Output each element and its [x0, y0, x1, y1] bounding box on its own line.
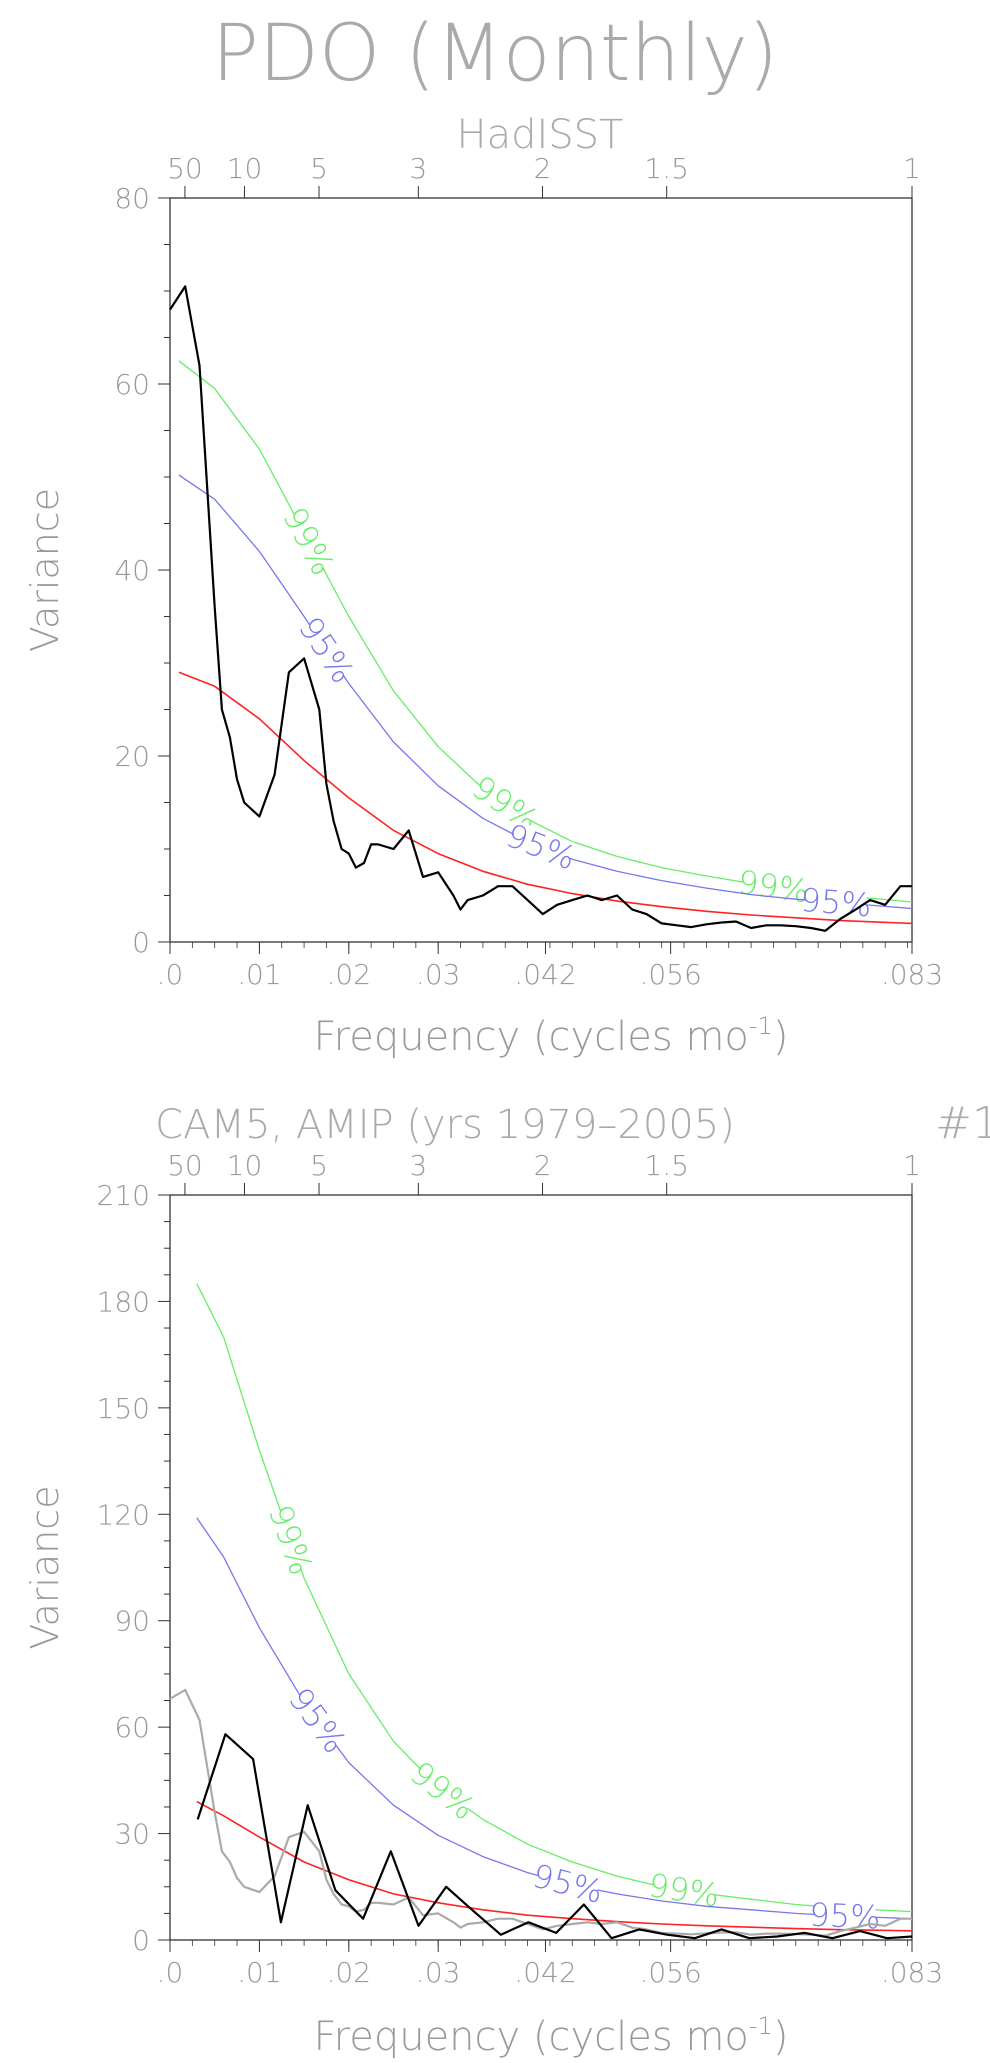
- period-tick-label: 10: [227, 1149, 263, 1182]
- y-tick-label: 0: [132, 1924, 150, 1957]
- hadisst-chart-panel: HadISST 0 20 40 60 80 .0 .01 .02 .03 .042 .056 .083 5…: [23, 112, 943, 1060]
- obs-ref-series-line: [169, 1688, 912, 1937]
- x-axis-label: Frequency (cycles mo-1): [314, 1012, 789, 1060]
- period-tick-label: 1.5: [644, 152, 689, 185]
- red-noise-series-line: [178, 671, 913, 925]
- y-tick-label: 20: [114, 740, 150, 773]
- red-noise-series-line: [196, 1800, 913, 1932]
- y-axis-label: Variance: [23, 1485, 67, 1649]
- significance-label-gap: [471, 773, 540, 835]
- x-tick-label: .03: [416, 1956, 461, 1989]
- y-tick-label: 60: [114, 1711, 150, 1744]
- y-tick-label: 0: [132, 926, 150, 959]
- x-axis-label: Frequency (cycles mo-1): [314, 2012, 789, 2060]
- x-tick-label: .056: [639, 1956, 701, 1989]
- x-tick-label: .01: [237, 1956, 282, 1989]
- period-tick-label: 2: [534, 152, 552, 185]
- x-tick-label: .0: [157, 958, 184, 991]
- y-tick-label: 120: [97, 1498, 150, 1531]
- significance-label-gap: [409, 1759, 477, 1822]
- x-tick-label: .02: [327, 958, 372, 991]
- y-tick-label: 150: [97, 1392, 150, 1425]
- y-tick-label: 80: [114, 182, 150, 215]
- x-axis-label-close: ): [773, 2014, 789, 2060]
- period-tick-label: 3: [409, 1149, 427, 1182]
- chart-title: HadISST: [457, 112, 624, 158]
- chart-title: CAM5, AMIP (yrs 1979–2005): [155, 1102, 735, 1148]
- x-tick-label: .01: [237, 958, 282, 991]
- x-tick-label: .083: [881, 1956, 943, 1989]
- y-tick-label: 180: [97, 1285, 150, 1318]
- x-tick-label: .02: [327, 1956, 372, 1989]
- significance-label-gap: [280, 507, 337, 576]
- y-tick-label: 90: [114, 1605, 150, 1638]
- significance-label-gap: [507, 820, 575, 873]
- y-tick-label: 60: [114, 368, 150, 401]
- significance-label-gap: [286, 1686, 349, 1755]
- x-tick-label: .0: [157, 1956, 184, 1989]
- y-tick-label: 210: [97, 1179, 150, 1212]
- x-tick-label: .056: [639, 958, 701, 991]
- obs-series-line: [169, 285, 912, 932]
- sig95-curve-label: 95%: [529, 1856, 607, 1911]
- x-tick-label: .042: [514, 1956, 576, 1989]
- period-tick-label: 3: [409, 152, 427, 185]
- y-tick-label: 30: [114, 1818, 150, 1851]
- cam5-chart-panel: CAM5, AMIP (yrs 1979–2005) #1030609012015…: [23, 1098, 990, 2060]
- x-axis-label-exponent: -1: [749, 1012, 773, 1040]
- period-tick-label: 5: [310, 152, 328, 185]
- y-axis-label: Variance: [23, 488, 67, 652]
- period-tick-label: 5: [310, 1149, 328, 1182]
- period-tick-label: 10: [227, 152, 263, 185]
- x-axis-label-close: ): [773, 1014, 789, 1060]
- sig95-curve-label: 95%: [799, 881, 873, 925]
- period-tick-label: 1: [903, 152, 921, 185]
- sig95-series-line: [196, 1517, 913, 1920]
- period-tick-label: 1.5: [644, 1149, 689, 1182]
- x-axis-label-text: Frequency (cycles mo: [314, 2014, 749, 2060]
- obs-series-line: [196, 1733, 913, 1940]
- sig99-curve-label: 99%: [403, 1754, 482, 1828]
- significance-label-gap: [814, 1898, 876, 1934]
- run-number: #1: [935, 1098, 990, 1149]
- sig99-series-line: [178, 360, 913, 903]
- period-tick-label: 50: [167, 1149, 203, 1182]
- x-axis-label-exponent: -1: [749, 2012, 773, 2040]
- x-tick-label: .03: [416, 958, 461, 991]
- significance-label-gap: [296, 616, 357, 684]
- sig95-curve-label: 95%: [281, 1681, 354, 1761]
- y-tick-label: 40: [114, 554, 150, 587]
- significance-label-gap: [534, 1860, 601, 1907]
- x-tick-label: .042: [514, 958, 576, 991]
- significance-label-gap: [265, 1506, 316, 1574]
- page-title: PDO (Monthly): [212, 9, 778, 99]
- sig99-curve-label: 99%: [646, 1866, 722, 1915]
- significance-label-gap: [651, 1869, 717, 1911]
- x-tick-label: .083: [881, 958, 943, 991]
- period-tick-label: 50: [167, 152, 203, 185]
- period-tick-label: 1: [903, 1149, 921, 1182]
- period-tick-label: 2: [534, 1149, 552, 1182]
- sig99-curve-label: 99%: [275, 501, 342, 582]
- sig99-curve-label: 99%: [261, 1500, 320, 1580]
- significance-label-gap: [741, 866, 806, 907]
- x-axis-label-text: Frequency (cycles mo: [314, 1014, 749, 1060]
